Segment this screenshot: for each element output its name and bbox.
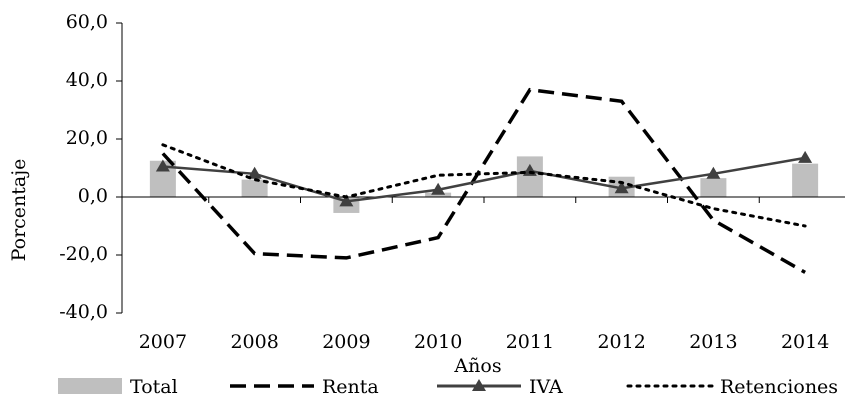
x-tick-label: 2011 xyxy=(506,331,554,353)
legend-label: Total xyxy=(130,376,178,398)
y-tick-label: 0,0 xyxy=(78,185,108,207)
legend-marker xyxy=(472,379,486,391)
y-tick-label: 20,0 xyxy=(66,127,108,149)
bar xyxy=(700,178,727,197)
marker xyxy=(155,159,170,172)
line xyxy=(161,87,806,274)
bar xyxy=(516,156,543,197)
y-tick-label: -20,0 xyxy=(59,243,108,265)
marker xyxy=(339,194,354,207)
y-tick-label: 40,0 xyxy=(66,69,108,91)
y-tick-label: -40,0 xyxy=(59,301,108,323)
x-tick-label: 2014 xyxy=(781,331,829,353)
bar xyxy=(241,179,268,197)
marker xyxy=(614,181,629,194)
x-tick-label: 2009 xyxy=(322,331,370,353)
x-tick-label: 2010 xyxy=(414,331,462,353)
bar xyxy=(792,163,819,197)
x-tick-label: 2012 xyxy=(597,331,645,353)
legend-label: Retenciones xyxy=(720,376,838,398)
line xyxy=(161,143,807,228)
line xyxy=(162,156,806,203)
marker xyxy=(706,166,721,179)
y-axis-title: Porcentaje xyxy=(8,159,30,262)
x-tick-label: 2007 xyxy=(139,331,187,353)
marker xyxy=(798,150,813,163)
y-tick-label: 60,0 xyxy=(66,11,108,33)
legend-label: IVA xyxy=(529,376,563,398)
legend-swatch xyxy=(58,378,122,394)
x-tick-label: 2013 xyxy=(689,331,737,353)
bar xyxy=(425,192,452,197)
marker xyxy=(431,182,446,195)
x-tick-label: 2008 xyxy=(230,331,278,353)
legend-label: Renta xyxy=(322,376,379,398)
marker xyxy=(247,166,262,179)
x-axis-title: Años xyxy=(453,355,501,377)
